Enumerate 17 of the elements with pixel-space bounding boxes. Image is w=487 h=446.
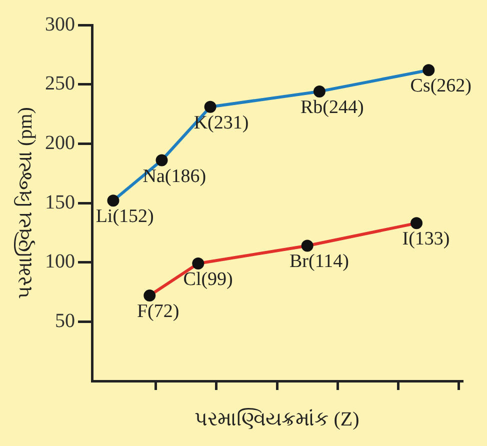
y-tick-label: 100 [45, 250, 75, 273]
data-label: Cs(262) [410, 76, 472, 97]
y-tick-label: 150 [45, 191, 75, 214]
data-label: I(133) [402, 228, 450, 250]
y-tick-label: 250 [45, 72, 75, 95]
data-label: Rb(244) [300, 96, 364, 118]
data-label: K(231) [194, 112, 249, 134]
y-tick-label: 200 [45, 132, 75, 154]
data-label: Br(114) [289, 251, 349, 272]
data-label: Na(186) [142, 166, 206, 187]
data-label: Cl(99) [183, 269, 233, 290]
x-axis-title: પરમાણ્વિયક્રમાંક (Z) [194, 408, 360, 430]
y-axis-title: પરમાણ્વિય ત્રિજ્યા (pm) [14, 107, 36, 299]
data-label: Li(152) [96, 206, 154, 228]
y-tick-label: 50 [55, 310, 75, 332]
y-tick-label: 300 [45, 13, 75, 36]
data-label: F(72) [136, 301, 180, 322]
